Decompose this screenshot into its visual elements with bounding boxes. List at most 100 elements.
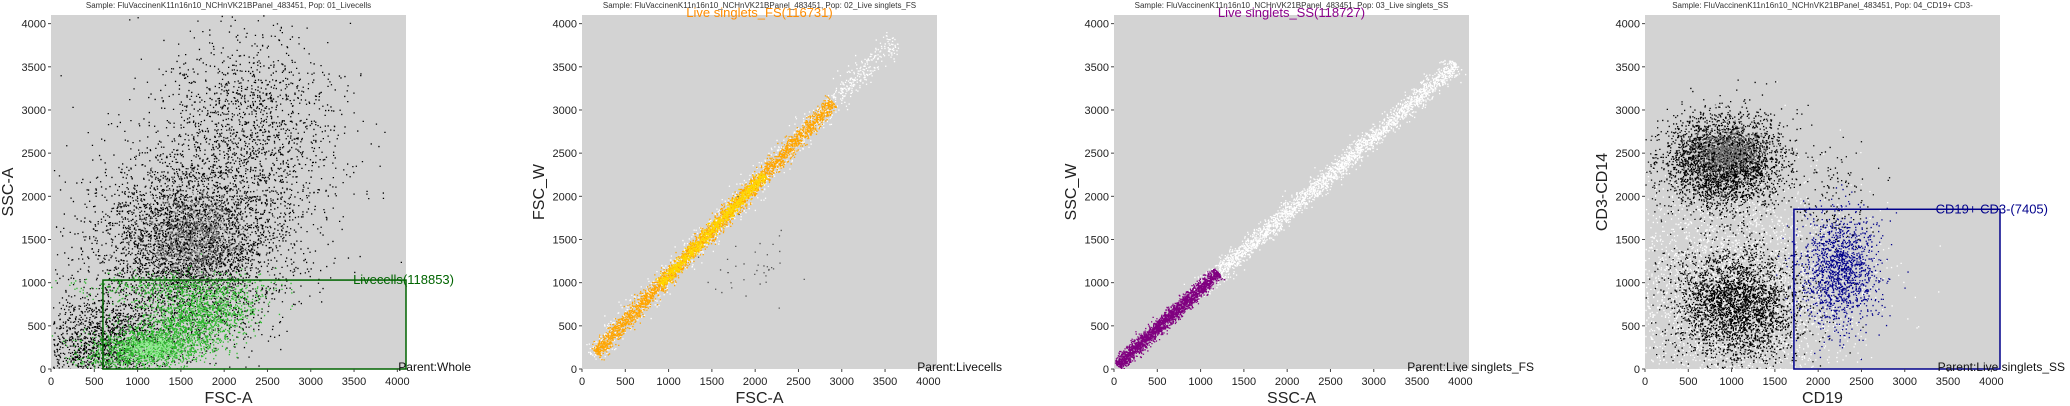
x-tick-label: 3000 (1893, 376, 1917, 388)
events-layer (586, 32, 900, 361)
y-tick-label: 2500 (1085, 148, 1109, 160)
y-tick-label: 1500 (1085, 234, 1109, 246)
event-dots (1114, 268, 1226, 369)
event-dots (1645, 79, 1831, 254)
event-dots (655, 172, 768, 289)
population-7 (51, 269, 293, 309)
y-tick-label: 1000 (1085, 278, 1109, 290)
x-tick-label: 3500 (873, 376, 897, 388)
y-tick-label: 3500 (22, 62, 46, 74)
x-axis-label: FSC-A (736, 390, 784, 406)
gate-rectangle (1793, 208, 2001, 370)
panel-4: 0 500 1000 1500 2000 2500 3000 3500 4000 0 500 1000… (1594, 1, 2065, 406)
x-tick-label: 4000 (385, 376, 409, 388)
x-tick-label: 0 (579, 376, 585, 388)
panel-3: 0 500 1000 1500 2000 2500 3000 3500 4000 0 500 1000… (1063, 1, 1534, 406)
x-tick-label: 2000 (1275, 376, 1299, 388)
panel-title: Sample: FluVaccinenK11n16n10_NCHnVK21BPa… (1672, 1, 1973, 10)
y-tick-label: 3500 (1616, 62, 1640, 74)
x-tick-label: 4000 (1979, 376, 2003, 388)
y-tick-label: 1000 (22, 278, 46, 290)
y-tick-label: 4000 (1085, 19, 1109, 31)
events-layer (1645, 79, 1941, 369)
y-tick-label: 2000 (553, 191, 577, 203)
y-axis-label: SSC_W (1063, 163, 1080, 221)
x-tick-label: 500 (1148, 376, 1166, 388)
event-dots (1788, 136, 1891, 251)
event-dots (89, 323, 200, 369)
y-tick-label: 0 (40, 364, 46, 376)
x-tick-label: 3500 (342, 376, 366, 388)
y-axis-label: FSC_W (531, 163, 548, 220)
parent-label: Parent:Whole (398, 360, 471, 374)
y-tick-label: 3000 (22, 105, 46, 117)
x-tick-label: 1500 (1232, 376, 1256, 388)
population-4 (53, 273, 209, 369)
event-dots (1645, 202, 1864, 369)
y-tick-label: 0 (571, 364, 577, 376)
x-tick-label: 500 (1679, 376, 1697, 388)
x-tick-label: 3500 (1936, 376, 1960, 388)
event-dots (1679, 104, 1778, 194)
y-tick-label: 2500 (22, 148, 46, 160)
y-tick-label: 2500 (1616, 148, 1640, 160)
y-tick-label: 500 (1091, 321, 1109, 333)
gate-label: Live singlets_SS(118727) (1218, 5, 1365, 20)
y-tick-label: 1500 (553, 234, 577, 246)
population-2 (1114, 268, 1226, 369)
x-tick-label: 3000 (830, 376, 854, 388)
x-tick-label: 1000 (1719, 376, 1743, 388)
population-1 (1183, 59, 1467, 302)
panel-title: Sample: FluVaccinenK11n16n10_NCHnVK21BPa… (86, 1, 371, 10)
x-tick-label: 3500 (1405, 376, 1429, 388)
x-tick-label: 1000 (125, 376, 149, 388)
y-tick-label: 0 (1103, 364, 1109, 376)
y-tick-label: 2500 (553, 148, 577, 160)
y-tick-label: 2000 (1085, 191, 1109, 203)
x-tick-label: 0 (1642, 376, 1648, 388)
population-6 (1788, 136, 1891, 251)
events-layer (1114, 59, 1467, 369)
panel-title: Sample: FluVaccinenK11n16n10_NCHnVK21BPa… (603, 1, 916, 10)
panel-1: 0 500 1000 1500 2000 2500 3000 3500 4000 0 500 1000… (0, 1, 471, 406)
y-tick-label: 2000 (1616, 191, 1640, 203)
gate-label: CD19+ CD3-(7405) (1936, 201, 2048, 216)
panel-title: Sample: FluVaccinenK11n16n10_NCHnVK21BPa… (1135, 1, 1449, 10)
x-axis-label: FSC-A (205, 390, 253, 406)
x-tick-label: 0 (48, 376, 54, 388)
x-axis-label: CD19 (1802, 390, 1843, 406)
event-dots (53, 66, 368, 368)
population-3 (1679, 104, 1778, 194)
y-tick-label: 3500 (1085, 62, 1109, 74)
population-3 (655, 172, 768, 289)
gate-rectangle (102, 279, 407, 370)
y-tick-label: 500 (559, 321, 577, 333)
y-tick-label: 3000 (1085, 105, 1109, 117)
x-tick-label: 2000 (1806, 376, 1830, 388)
plot-background (1645, 15, 2000, 369)
y-tick-label: 1000 (1616, 278, 1640, 290)
population-4 (1645, 202, 1864, 369)
event-dots (1776, 184, 1909, 361)
y-tick-label: 1500 (22, 234, 46, 246)
panel-2: 0 500 1000 1500 2000 2500 3000 3500 4000 0 500 1000… (531, 1, 1002, 406)
parent-label: Parent:Livecells (917, 360, 1002, 374)
gate-label: Livecells(118853) (353, 272, 454, 287)
x-tick-label: 1500 (1763, 376, 1787, 388)
x-tick-label: 1500 (700, 376, 724, 388)
event-dots (51, 269, 293, 309)
x-tick-label: 0 (1111, 376, 1117, 388)
event-dots (109, 253, 293, 363)
y-tick-label: 4000 (1616, 19, 1640, 31)
y-axis-label: SSC-A (0, 167, 17, 216)
x-tick-label: 4000 (916, 376, 940, 388)
plot-background (51, 15, 406, 369)
gate-label: Live singlets_FS(116731) (686, 5, 832, 20)
parent-label: Parent:Live singlets_FS (1407, 360, 1534, 374)
x-axis-label: SSC-A (1267, 390, 1316, 406)
x-tick-label: 500 (616, 376, 634, 388)
y-tick-label: 500 (1622, 321, 1640, 333)
population-8 (89, 323, 200, 369)
y-tick-label: 3500 (553, 62, 577, 74)
y-tick-label: 4000 (22, 19, 46, 31)
